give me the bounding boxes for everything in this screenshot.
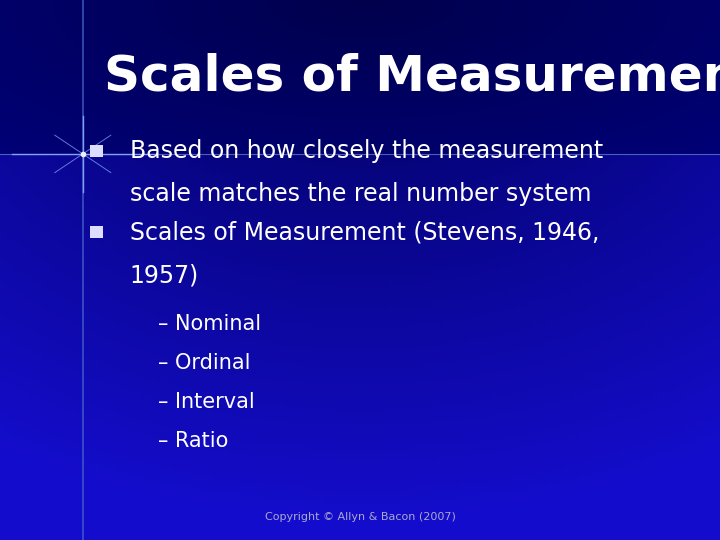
Text: Scales of Measurement (Stevens, 1946,: Scales of Measurement (Stevens, 1946, bbox=[130, 220, 599, 244]
Text: – Nominal: – Nominal bbox=[158, 314, 261, 334]
Text: 1957): 1957) bbox=[130, 264, 199, 287]
Bar bbox=[90, 145, 103, 157]
Text: – Ordinal: – Ordinal bbox=[158, 353, 251, 373]
Text: Based on how closely the measurement: Based on how closely the measurement bbox=[130, 139, 603, 163]
Text: scale matches the real number system: scale matches the real number system bbox=[130, 183, 591, 206]
Text: Scales of Measurement: Scales of Measurement bbox=[104, 53, 720, 101]
Text: Copyright © Allyn & Bacon (2007): Copyright © Allyn & Bacon (2007) bbox=[264, 512, 456, 522]
Text: – Ratio: – Ratio bbox=[158, 430, 229, 451]
Text: – Interval: – Interval bbox=[158, 392, 255, 412]
Bar bbox=[90, 226, 103, 238]
